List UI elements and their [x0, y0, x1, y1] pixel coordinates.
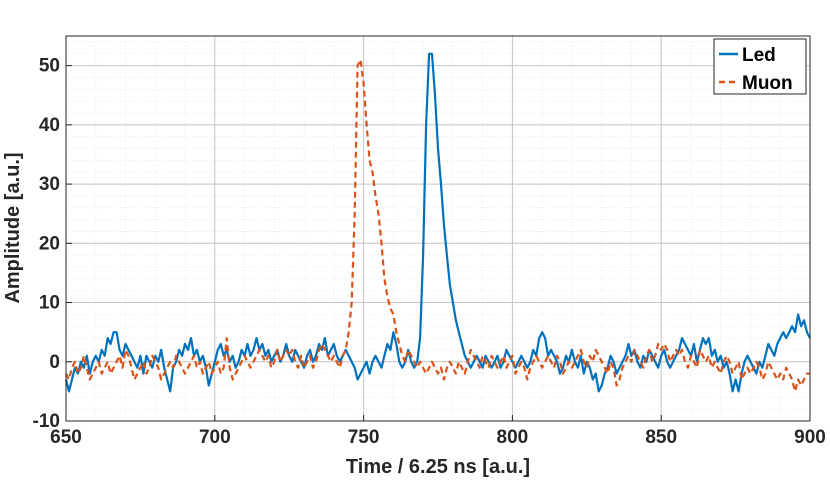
plot-area [64, 35, 811, 422]
y-tick-label: 0 [49, 352, 60, 373]
y-tick-label: 10 [39, 293, 60, 314]
x-tick-label: 750 [348, 427, 380, 448]
y-tick-label: -10 [33, 411, 60, 432]
legend-box [713, 38, 807, 95]
x-tick-label: 800 [497, 427, 529, 448]
y-tick-label: 30 [39, 174, 60, 195]
x-axis-label: Time / 6.25 ns [a.u.] [346, 456, 530, 478]
x-axis-ticks: 650 700 750 800 850 900 [50, 415, 826, 448]
legend: Led Muon [713, 38, 807, 95]
plot-background [66, 36, 810, 421]
legend-label-led: Led [742, 45, 776, 66]
plot-frame [65, 35, 811, 422]
y-tick-label: 50 [39, 56, 60, 77]
series-line-muon [65, 58, 810, 393]
series-layer [64, 52, 811, 393]
series-line-led [64, 52, 811, 393]
y-axis-label: Amplitude [a.u.] [2, 152, 24, 303]
x-tick-label: 900 [794, 427, 826, 448]
y-tick-label: 40 [39, 115, 60, 136]
y-axis-ticks: -10 0 10 20 30 40 50 [33, 56, 72, 432]
legend-label-muon: Muon [742, 73, 793, 94]
y-tick-label: 20 [39, 233, 60, 254]
x-tick-label: 850 [645, 427, 677, 448]
x-tick-label: 650 [50, 427, 82, 448]
x-tick-label: 700 [199, 427, 231, 448]
